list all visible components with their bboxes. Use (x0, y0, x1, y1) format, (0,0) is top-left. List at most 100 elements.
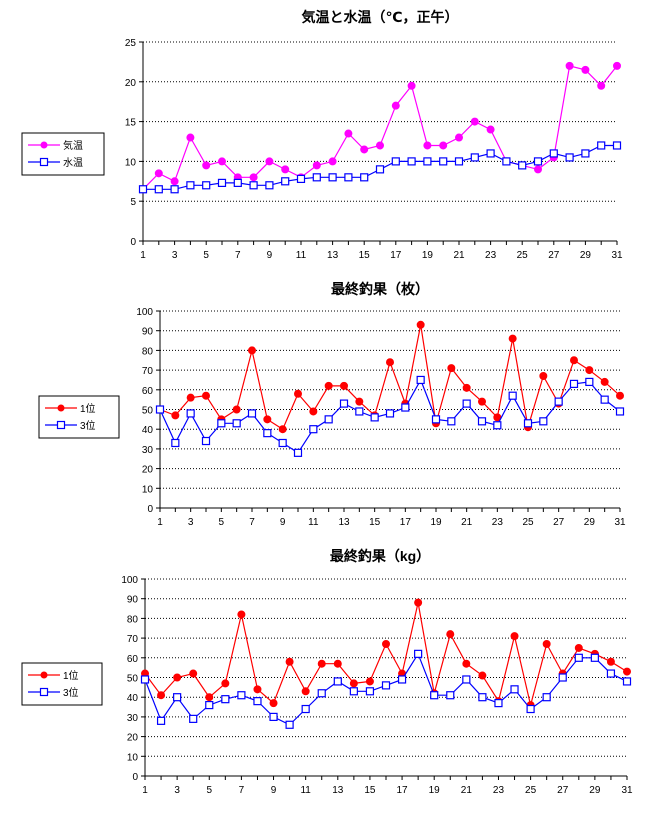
data-point (293, 448, 303, 457)
data-point (565, 153, 574, 162)
data-point (360, 145, 369, 154)
data-point (382, 640, 390, 649)
y-tick-label: 30 (127, 713, 139, 724)
series-2 (140, 649, 632, 729)
data-point (247, 409, 257, 418)
data-point (205, 693, 214, 702)
data-point (281, 165, 290, 174)
x-tick-label: 23 (485, 250, 497, 261)
data-point (518, 161, 527, 170)
x-tick-label: 11 (300, 785, 311, 796)
data-point (281, 177, 290, 186)
data-point (269, 699, 278, 708)
x-tick-label: 31 (611, 250, 623, 261)
series-2 (155, 375, 625, 457)
x-tick-label: 31 (621, 785, 633, 796)
x-tick-label: 5 (206, 785, 212, 796)
data-point (202, 161, 211, 170)
y-tick-label: 20 (142, 465, 154, 476)
series-1 (141, 598, 631, 710)
data-point (221, 679, 230, 688)
data-point (296, 174, 306, 184)
data-point (455, 133, 463, 142)
data-point (237, 610, 246, 619)
data-point (205, 700, 214, 710)
data-point (574, 653, 583, 662)
data-point (585, 377, 594, 387)
data-point (360, 173, 369, 182)
data-point (248, 346, 256, 355)
y-tick-label: 90 (142, 327, 154, 338)
data-point (156, 716, 166, 725)
data-point (581, 149, 590, 158)
x-tick-label: 5 (203, 250, 209, 261)
data-point (278, 438, 287, 448)
data-point (565, 61, 574, 70)
data-point (446, 630, 455, 639)
data-point (569, 379, 579, 388)
legend-box (38, 395, 120, 439)
data-point (317, 689, 326, 698)
data-point (462, 659, 471, 668)
data-point (375, 165, 385, 174)
data-point (439, 157, 448, 166)
data-point (478, 693, 487, 702)
data-point (494, 699, 503, 708)
chart-title: 最終釣果（kg） (330, 548, 430, 564)
series-2 (138, 141, 622, 194)
data-point (232, 419, 241, 428)
x-tick-label: 29 (589, 785, 601, 796)
data-point (423, 141, 432, 150)
data-point (585, 366, 594, 375)
x-tick-label: 27 (553, 517, 565, 528)
data-point (612, 141, 622, 150)
data-point (386, 358, 394, 367)
data-point (385, 409, 395, 418)
y-tick-label: 80 (127, 614, 139, 625)
data-point (328, 173, 337, 182)
data-point (170, 177, 179, 186)
x-tick-label: 15 (359, 250, 371, 261)
data-point (493, 421, 502, 430)
data-point (365, 687, 375, 696)
x-tick-label: 17 (390, 250, 402, 261)
y-tick-label: 10 (125, 157, 137, 168)
data-point (462, 399, 471, 408)
data-point (263, 415, 272, 424)
data-point (376, 141, 384, 150)
data-point (622, 677, 632, 686)
x-tick-label: 3 (174, 785, 180, 796)
data-point (173, 673, 182, 682)
x-tick-label: 3 (172, 250, 178, 261)
data-point (616, 391, 624, 400)
data-point (253, 685, 262, 694)
x-tick-label: 19 (422, 250, 434, 261)
data-point (478, 397, 486, 406)
data-point (431, 415, 441, 424)
data-point (355, 407, 364, 416)
x-tick-label: 7 (249, 517, 255, 528)
data-point (328, 157, 337, 166)
legend-label: 1位 (80, 402, 96, 415)
data-point (218, 157, 226, 166)
data-point (333, 659, 342, 668)
x-tick-label: 7 (235, 250, 241, 261)
data-point (600, 395, 609, 404)
data-point (155, 405, 165, 414)
legend-label: 3位 (63, 686, 79, 699)
x-tick-label: 13 (327, 250, 339, 261)
data-point (558, 673, 567, 682)
y-tick-label: 60 (127, 654, 139, 665)
data-point (430, 691, 439, 700)
data-point (312, 173, 321, 182)
data-point (355, 397, 364, 406)
data-point (539, 417, 548, 426)
data-point (606, 657, 615, 666)
x-tick-label: 3 (188, 517, 194, 528)
data-point (447, 417, 456, 426)
x-tick-label: 17 (397, 785, 409, 796)
